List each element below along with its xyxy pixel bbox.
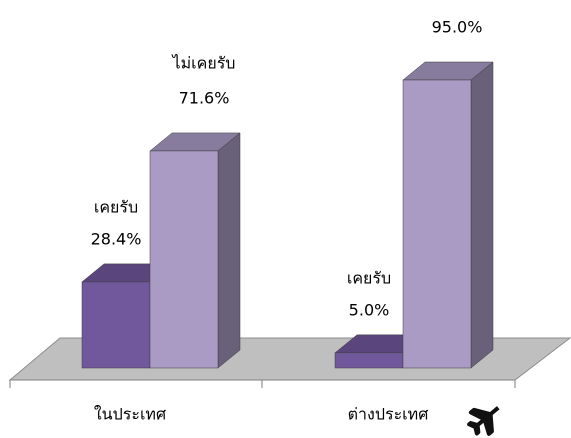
data-label: 95.0% [432,18,483,37]
x-tick-label: ในประเทศ [94,405,166,424]
bar-side [470,61,494,369]
bar-side [217,132,241,369]
data-label-name: ไม่เคยรับ [424,0,489,2]
data-label: 28.4% [91,229,142,248]
data-label-name: เคยรับ [94,197,138,216]
bar [402,79,472,369]
airplane-icon [467,406,500,436]
data-label: 71.6% [179,88,230,107]
bar [149,150,219,369]
data-label: 5.0% [349,300,390,319]
data-label-name: ไม่เคยรับ [171,53,236,72]
data-label-name: เคยรับ [347,268,391,287]
x-tick-label: ต่างประเทศ [348,405,429,424]
bar [334,352,404,369]
bar [81,281,151,369]
